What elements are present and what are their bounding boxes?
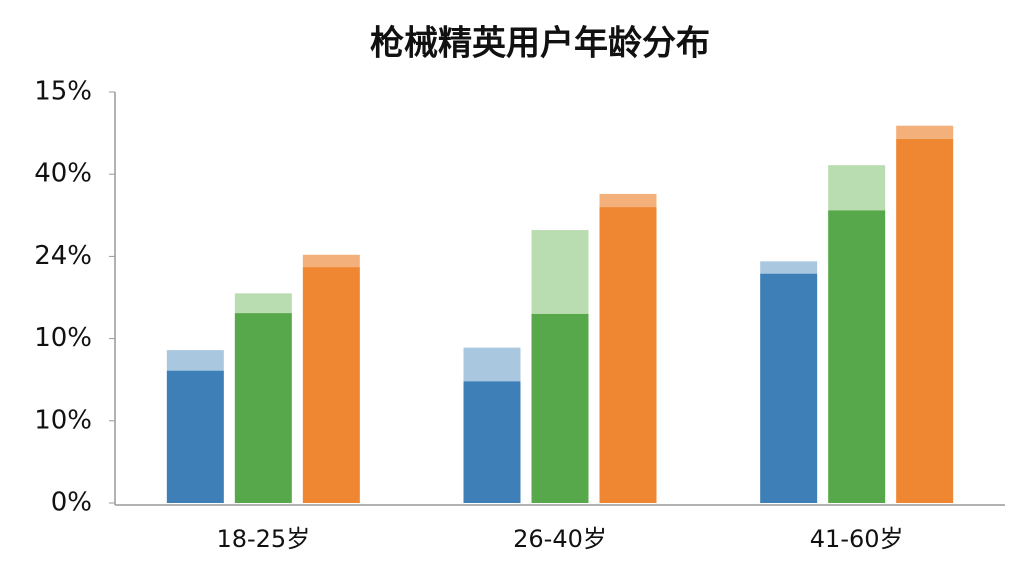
bar-extension: [166, 350, 224, 371]
y-tick-label: 24%: [34, 241, 92, 271]
bar-extension: [234, 293, 292, 314]
bar: [463, 381, 521, 503]
bar: [234, 313, 292, 503]
x-tick-label: 18-25岁: [216, 525, 310, 553]
bar: [599, 207, 657, 503]
chart-title: 枪械精英用户年龄分布: [370, 24, 710, 64]
y-tick-label: 40%: [34, 159, 92, 189]
bar-extension: [896, 125, 954, 139]
bar: [760, 273, 818, 503]
bar: [896, 138, 954, 503]
bar: [166, 370, 224, 503]
bar-extension: [531, 230, 589, 314]
bar-extension: [302, 254, 360, 268]
y-tick-label: 0%: [51, 488, 92, 518]
bar: [828, 210, 886, 504]
y-tick-label: 10%: [34, 323, 92, 353]
bar-extension: [599, 193, 657, 208]
y-tick-label: 10%: [34, 405, 92, 435]
x-tick-label: 41-60岁: [810, 525, 904, 553]
bar: [302, 267, 360, 503]
y-tick-label: 15%: [34, 77, 92, 107]
bar-extension: [828, 165, 886, 211]
bar-extension: [760, 261, 818, 274]
bar: [531, 313, 589, 503]
bar-extension: [463, 347, 521, 382]
x-tick-label: 26-40岁: [513, 525, 607, 553]
